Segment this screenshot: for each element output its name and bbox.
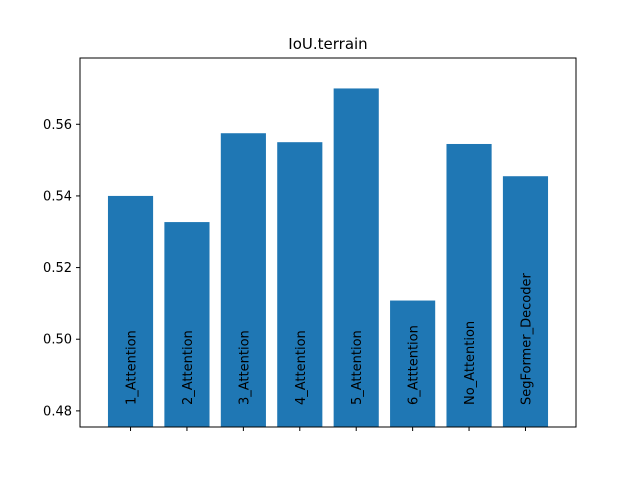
y-tick-label: 0.50 xyxy=(43,333,72,348)
x-ticks-group xyxy=(130,427,526,431)
bar-no-attention xyxy=(446,143,492,428)
bar-category-label: 6_Atttention xyxy=(407,325,422,405)
bar-2-attention xyxy=(164,222,210,427)
y-tick-label: 0.54 xyxy=(43,189,72,204)
y-tick-label: 0.52 xyxy=(43,261,72,276)
bar-labels-group: 1_Attention 2_Attention 3_Attention 4_Atten… xyxy=(125,273,535,405)
bar-5-attention xyxy=(333,88,379,427)
bar-segformer-decoder xyxy=(502,176,549,427)
y-axis-group: 0.48 0.50 0.52 0.54 0.56 xyxy=(43,118,80,419)
bar-category-label: 3_Attention xyxy=(237,330,252,405)
bar-category-label: 4_Attention xyxy=(294,330,309,405)
bar-category-label: No_Attention xyxy=(463,321,478,405)
bar-category-label: 5_Attention xyxy=(350,330,365,405)
bar-category-label: SegFormer_Decoder xyxy=(519,273,534,405)
bar-6-atttention xyxy=(390,300,436,427)
bar-3-attention xyxy=(220,133,266,428)
plot-frame xyxy=(79,57,577,428)
bar-category-label: 1_Attention xyxy=(125,330,140,405)
bar-category-label: 2_Attention xyxy=(181,330,196,405)
chart-title: IoU.terrain xyxy=(288,35,367,53)
bars-group xyxy=(107,88,549,428)
y-tick-label: 0.56 xyxy=(43,118,72,133)
bar-4-attention xyxy=(277,142,323,427)
y-tick-label: 0.48 xyxy=(43,404,72,419)
bar-1-attention xyxy=(107,195,154,427)
